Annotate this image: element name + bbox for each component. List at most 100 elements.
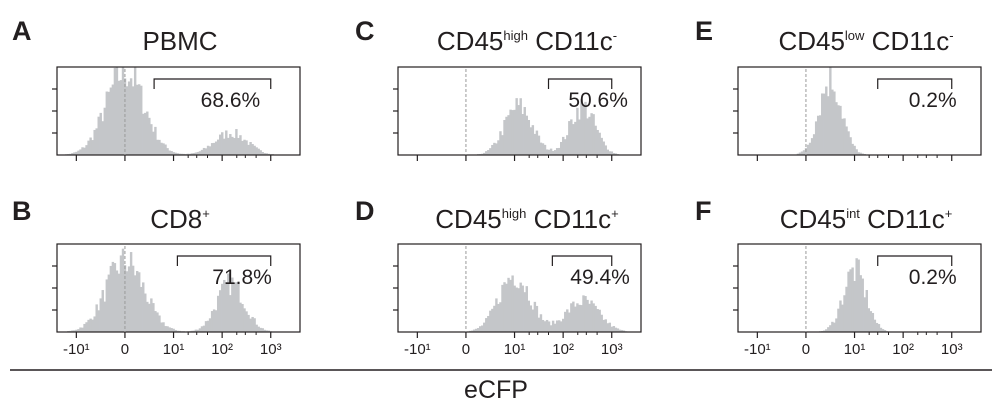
panel-b-histogram-bar — [73, 330, 76, 332]
panel-f-histogram-bar — [823, 330, 826, 332]
panel-b-histogram-bar — [144, 293, 147, 332]
panel-a-histogram-bar — [255, 147, 258, 155]
panel-f-histogram-bar — [843, 295, 846, 332]
panel-b-histogram-bar — [204, 321, 208, 332]
panel-b-histogram-bar — [192, 330, 196, 332]
panel-d-histogram-bar — [489, 310, 492, 332]
panel-c-histogram-bar — [509, 109, 512, 155]
panel-b-gate-bracket — [176, 255, 272, 266]
panel-f-histogram-bar — [879, 327, 883, 332]
panel-d-histogram-bar — [570, 303, 573, 332]
panel-a-histogram-bar — [79, 149, 82, 155]
panel-b-histogram-bar — [131, 265, 135, 332]
panel-b-histogram-bar — [133, 275, 137, 332]
panel-a-histogram-bar — [85, 145, 88, 155]
panel-d-histogram-bar — [612, 326, 616, 332]
panel-c-histogram-bar — [515, 98, 518, 155]
panel-f-histogram-bar — [877, 324, 881, 332]
panel-c-histogram-bar — [580, 99, 583, 155]
panel-a-gate-percentage: 68.6% — [201, 89, 261, 112]
panel-a-histogram-bar — [103, 107, 106, 155]
panel-c-letter: C — [355, 16, 375, 46]
panel-b-histogram-bar — [223, 279, 226, 332]
panel-d-histogram-bar — [497, 303, 500, 332]
panel-a-histogram-bar — [176, 153, 179, 155]
panel-a-histogram-bar — [216, 139, 220, 155]
panel-b-histogram-bar — [103, 301, 106, 332]
x-axis-label: eCFP — [464, 376, 528, 404]
panel-a-histogram-bar — [267, 153, 271, 155]
panel-d-histogram-bar — [608, 322, 612, 332]
panel-c-histogram-bar — [513, 109, 516, 155]
panel-a-histogram-bar — [192, 153, 196, 155]
panel-e: E CD45low CD11c- 0.2% — [695, 16, 982, 161]
panel-b-histogram-bar — [202, 325, 206, 332]
panel-c-histogram-bar — [497, 140, 500, 155]
panel-d-histogram-bar — [539, 314, 543, 332]
panel-f-histogram-bar — [873, 319, 877, 332]
panel-c-histogram-bar — [555, 148, 559, 155]
panel-a-histogram-bar — [235, 129, 238, 155]
panel-d-histogram-bar — [487, 315, 490, 332]
panel-d-histogram-bar — [523, 292, 526, 332]
panel-b-histogram-bar — [81, 327, 84, 332]
panel-c-histogram-bar — [489, 148, 492, 155]
panel-b-histogram-bar — [117, 273, 121, 332]
panel-c-histogram-bar — [539, 142, 543, 155]
panel-f-histogram-bar — [829, 325, 832, 332]
panel-c-histogram-bar — [557, 147, 561, 155]
panel-a-histogram-bar — [81, 147, 84, 155]
panel-b-histogram-bar — [87, 319, 90, 332]
panel-b: B CD8+ -10¹ 0 10¹ 10² 10³ 71.8% — [12, 196, 301, 358]
panel-c-histogram-bar — [549, 148, 553, 155]
panel-c-histogram-bar — [582, 104, 585, 155]
panel-a-histogram-bar — [91, 140, 94, 155]
panel-c-histogram-bar — [600, 137, 603, 155]
panel-f-histogram-bar — [847, 271, 850, 332]
panel-d-histogram-bar — [545, 319, 549, 332]
panel-a-histogram-bar — [158, 139, 161, 155]
panel-a-histogram-bar — [146, 111, 149, 155]
panel-d-x-tick-label: 10¹ — [504, 341, 526, 358]
panel-f-gate-bracket — [877, 255, 953, 266]
panel-d-histogram-bar — [557, 320, 561, 332]
panel-b-histogram-bar — [257, 326, 260, 332]
panel-b-histogram-bar — [251, 316, 254, 332]
panel-d-histogram-bar — [499, 302, 502, 332]
panel-b-histogram-bar — [91, 319, 94, 332]
panel-a-histogram-bar — [245, 140, 248, 155]
panel-a-histogram-bar — [164, 144, 167, 155]
panel-d-histogram-bar — [598, 309, 601, 332]
panel-c-histogram-bar — [608, 151, 612, 155]
panel-c-histogram-bar — [614, 153, 618, 155]
panel-c-histogram-bar — [602, 141, 605, 155]
panel-d-histogram-bar — [586, 299, 589, 332]
panel-e-histogram-bar — [825, 86, 828, 155]
panel-d-histogram-bar — [560, 321, 563, 332]
panel-c-histogram-bar — [535, 130, 539, 155]
panel-d-histogram-bar — [507, 277, 510, 332]
panel-d-histogram-bar — [582, 295, 585, 332]
panel-e-histogram-bar — [829, 67, 832, 155]
panel-a-histogram-bar — [154, 126, 157, 155]
panel-d-histogram-bar — [479, 326, 482, 332]
panel-d-histogram-bar — [616, 328, 620, 332]
panel-d-histogram-bar — [576, 303, 579, 332]
panel-a-histogram-bar — [229, 134, 232, 155]
panel-d-histogram-bar — [503, 282, 506, 332]
panel-a-histogram-bar — [142, 113, 145, 155]
panel-c-histogram-bar — [588, 116, 591, 155]
panel-c-histogram-bar — [519, 98, 522, 155]
panel-f-x-tick-label: 10² — [892, 341, 914, 358]
panel-e-histogram-bar — [859, 152, 862, 155]
panel-c-histogram-bar — [596, 129, 599, 155]
panel-a-histogram-bar — [261, 152, 264, 155]
panel-e-histogram-bar — [798, 152, 802, 155]
panel-d-histogram-bar — [481, 325, 484, 332]
panel-b-histogram-bar — [162, 322, 165, 332]
panel-d-histogram-bar — [574, 306, 577, 332]
panel-f-histogram-bar — [837, 308, 840, 332]
panel-b-histogram-bar — [216, 295, 220, 332]
panel-d-histogram-bar — [515, 287, 518, 332]
